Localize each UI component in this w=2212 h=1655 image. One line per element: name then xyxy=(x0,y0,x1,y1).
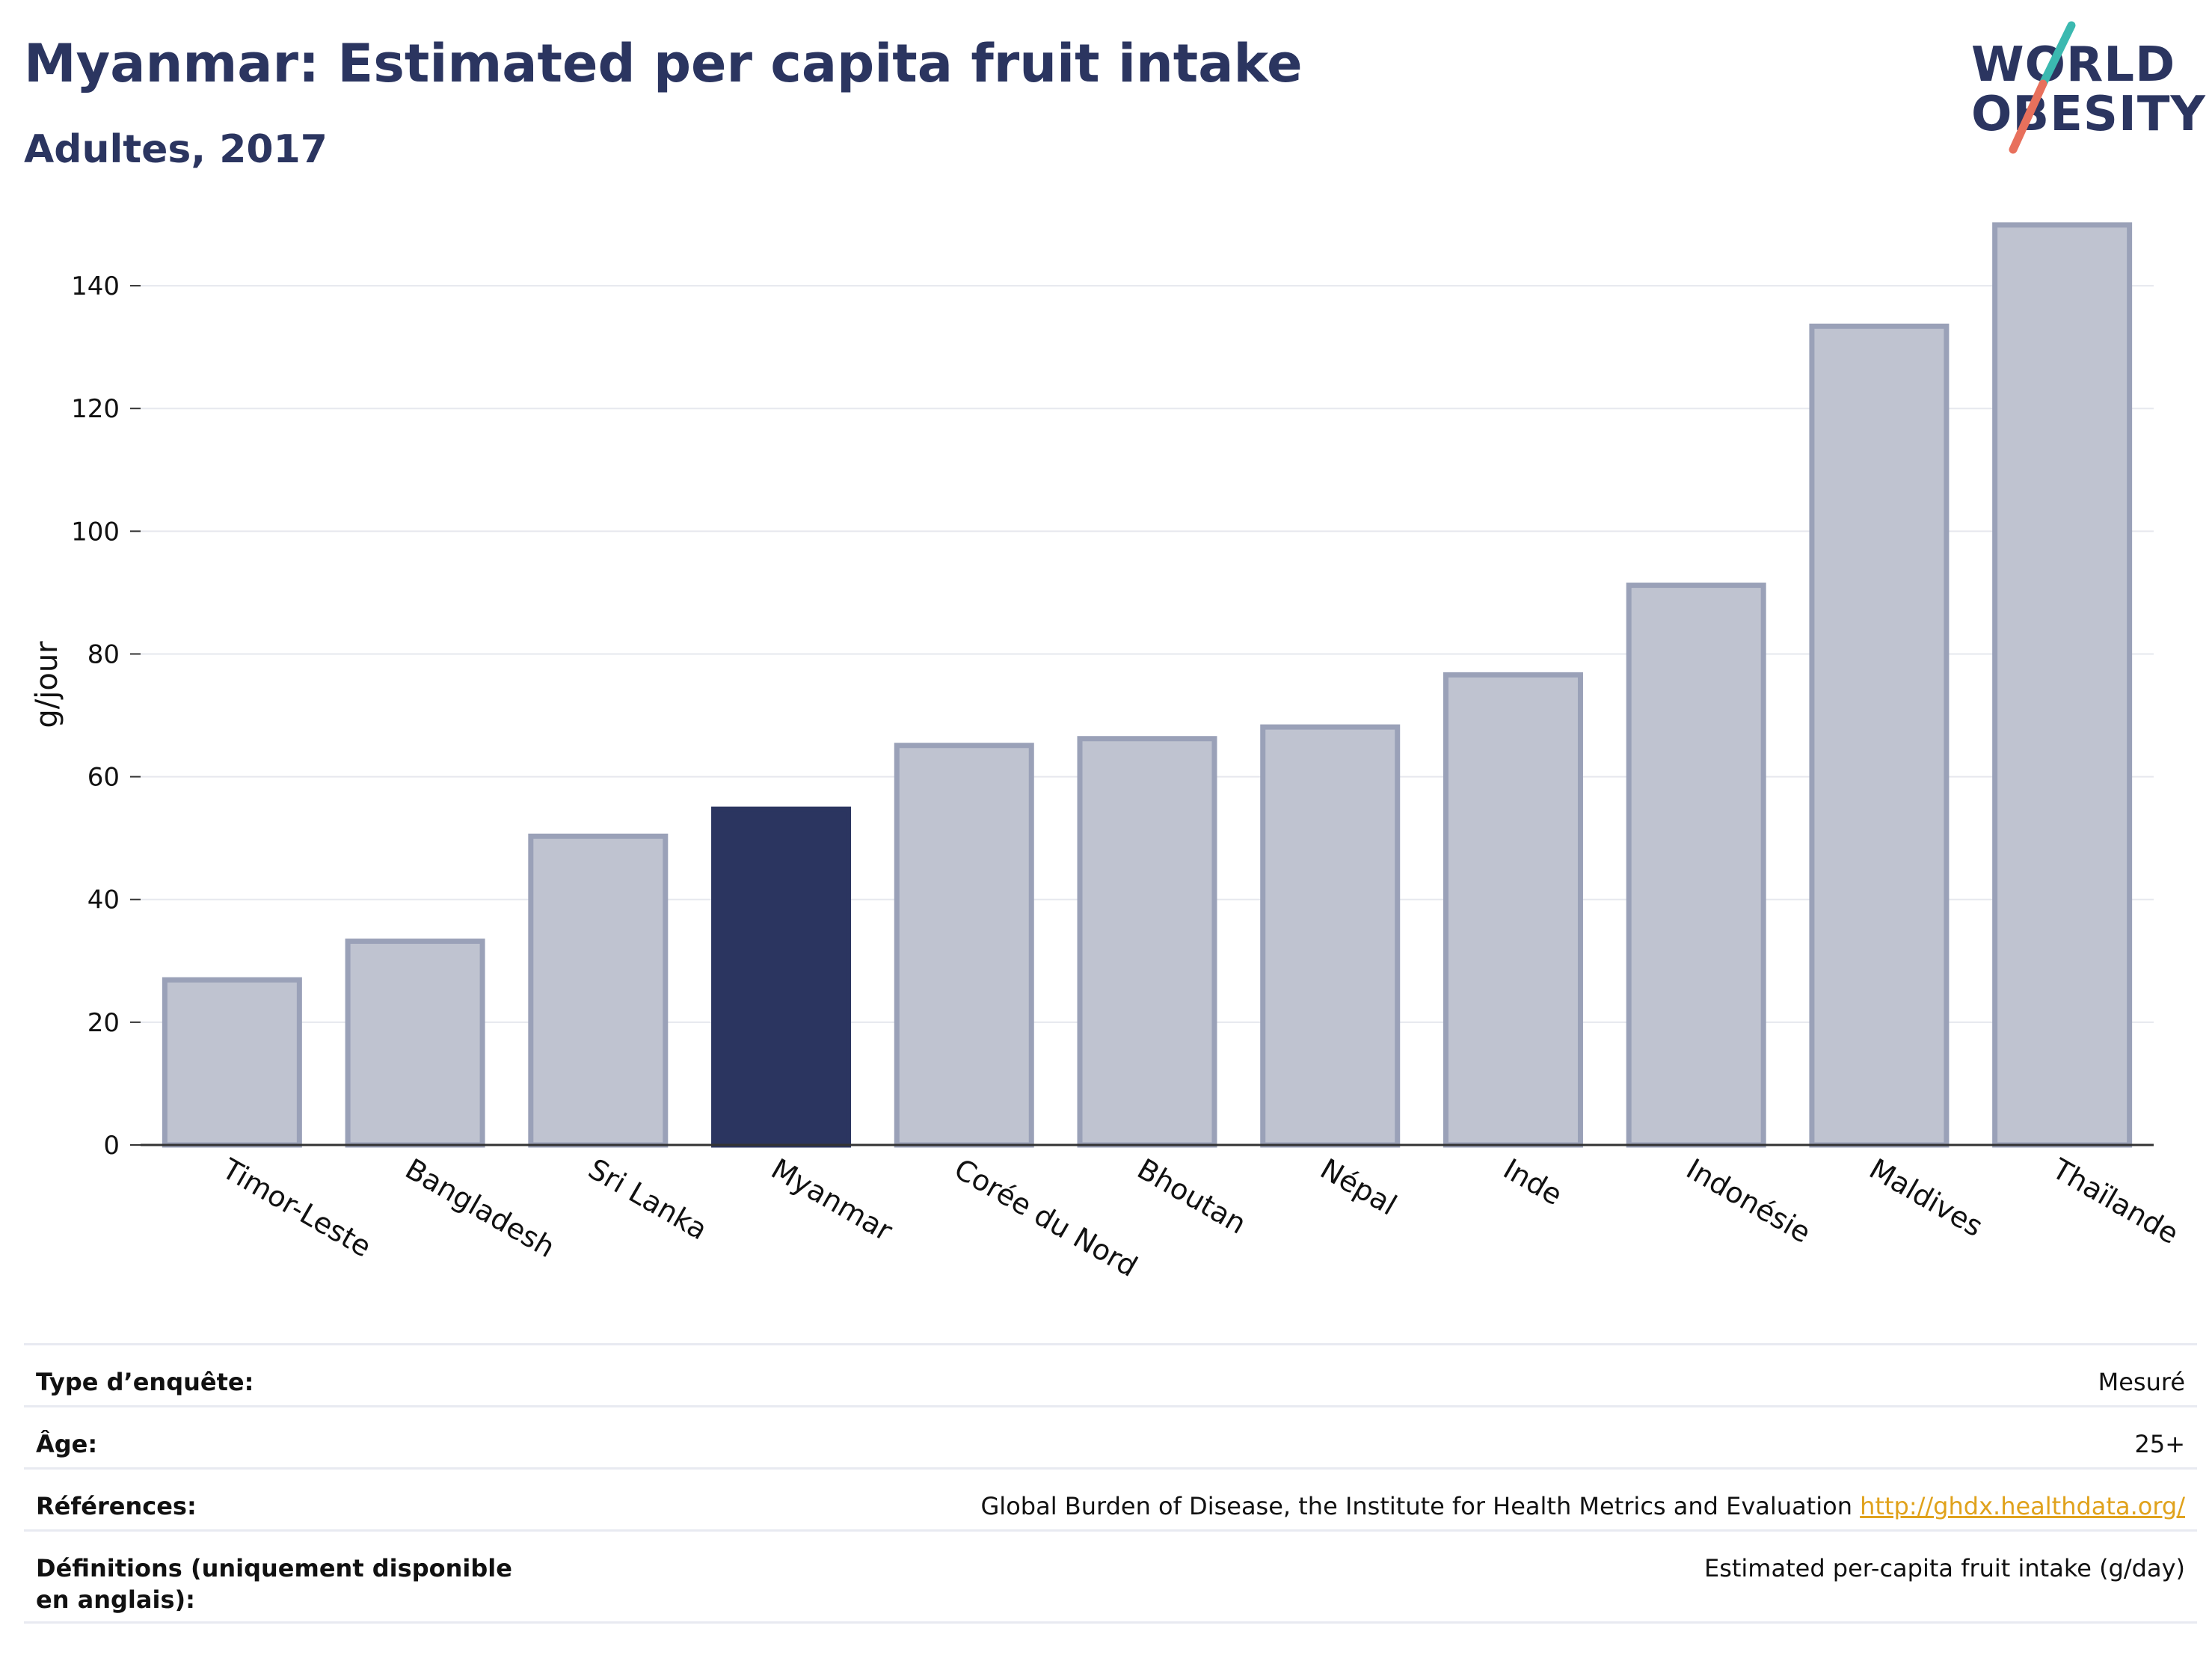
metadata-table: Type d’enquête: Mesuré Âge: 25+ Référenc… xyxy=(24,1343,2197,1624)
x-tick-label: Bangladesh xyxy=(400,1152,561,1265)
meta-row-age: Âge: 25+ xyxy=(24,1405,2197,1467)
y-tick-label: 0 xyxy=(103,1131,120,1161)
y-tick-label: 40 xyxy=(87,885,120,915)
page-title: Myanmar: Estimated per capita fruit inta… xyxy=(24,33,1303,94)
bar-maldives xyxy=(1809,323,1950,1148)
bar-bangladesh xyxy=(345,939,485,1148)
bar-n-pal xyxy=(1260,724,1401,1148)
x-tick-label: Thaïlande xyxy=(2046,1152,2184,1250)
chart-bars xyxy=(162,222,2133,1148)
bar-chart: 0 20 40 60 80 100 120 140 Timor-Leste Bangladesh… xyxy=(30,222,2184,1283)
bar-tha-lande xyxy=(1992,222,2133,1148)
bar-cor-e-du-nord xyxy=(894,743,1034,1148)
x-tick-label: Népal xyxy=(1315,1152,1402,1222)
meta-label-definitions: Définitions (uniquement disponible en an… xyxy=(36,1554,512,1614)
meta-label-survey-type: Type d’enquête: xyxy=(36,1368,254,1396)
y-axis-ticks: 0 20 40 60 80 100 120 140 xyxy=(71,271,141,1161)
world-obesity-logo: WORLD OBESITY xyxy=(1959,18,2205,160)
meta-value-age: 25+ xyxy=(2134,1430,2185,1458)
y-tick-label: 80 xyxy=(87,639,120,669)
bar-bhoutan xyxy=(1077,736,1217,1148)
meta-value-survey-type: Mesuré xyxy=(2098,1368,2185,1396)
y-tick-label: 60 xyxy=(87,763,120,793)
x-tick-label: Timor-Leste xyxy=(216,1152,377,1263)
meta-label-age: Âge: xyxy=(36,1430,98,1458)
meta-value-definitions: Estimated per-capita fruit intake (g/day… xyxy=(1703,1554,2185,1582)
bar-indon-sie xyxy=(1626,583,1766,1148)
x-axis-labels: Timor-Leste Bangladesh Sri Lanka Myanmar Cor… xyxy=(216,1152,2184,1283)
meta-label-references: Références: xyxy=(36,1492,197,1520)
meta-row-references: Références: Global Burden of Disease, th… xyxy=(24,1467,2197,1529)
y-tick-label: 100 xyxy=(71,517,120,547)
y-tick-label: 140 xyxy=(71,271,120,301)
meta-row-survey-type: Type d’enquête: Mesuré xyxy=(24,1343,2197,1405)
y-tick-label: 120 xyxy=(71,394,120,424)
meta-row-definitions: Définitions (uniquement disponible en an… xyxy=(24,1529,2197,1624)
x-tick-label: Corée du Nord xyxy=(949,1152,1143,1283)
bar-inde xyxy=(1443,672,1583,1148)
bar-sri-lanka xyxy=(528,833,669,1148)
logo-slash-icon xyxy=(2009,21,2076,154)
x-tick-label: Inde xyxy=(1498,1152,1568,1212)
references-link[interactable]: http://ghdx.healthdata.org/ xyxy=(1860,1492,2185,1520)
references-text: Global Burden of Disease, the Institute … xyxy=(980,1492,1852,1520)
meta-value-references: Global Burden of Disease, the Institute … xyxy=(981,1490,2186,1522)
page-subtitle: Adultes, 2017 xyxy=(24,127,328,172)
x-tick-label: Sri Lanka xyxy=(583,1152,713,1247)
y-axis-label: g/jour xyxy=(30,641,64,728)
bar-timor-leste xyxy=(162,977,302,1148)
bar-myanmar xyxy=(711,806,852,1148)
y-tick-label: 20 xyxy=(87,1008,120,1038)
x-tick-label: Maldives xyxy=(1864,1152,1988,1244)
x-tick-label: Indonésie xyxy=(1681,1152,1816,1250)
logo-line-2: OBESITY xyxy=(1971,87,2206,142)
x-tick-label: Bhoutan xyxy=(1132,1152,1252,1241)
logo-line-1: WORLD xyxy=(1971,37,2176,93)
x-tick-label: Myanmar xyxy=(766,1152,898,1248)
